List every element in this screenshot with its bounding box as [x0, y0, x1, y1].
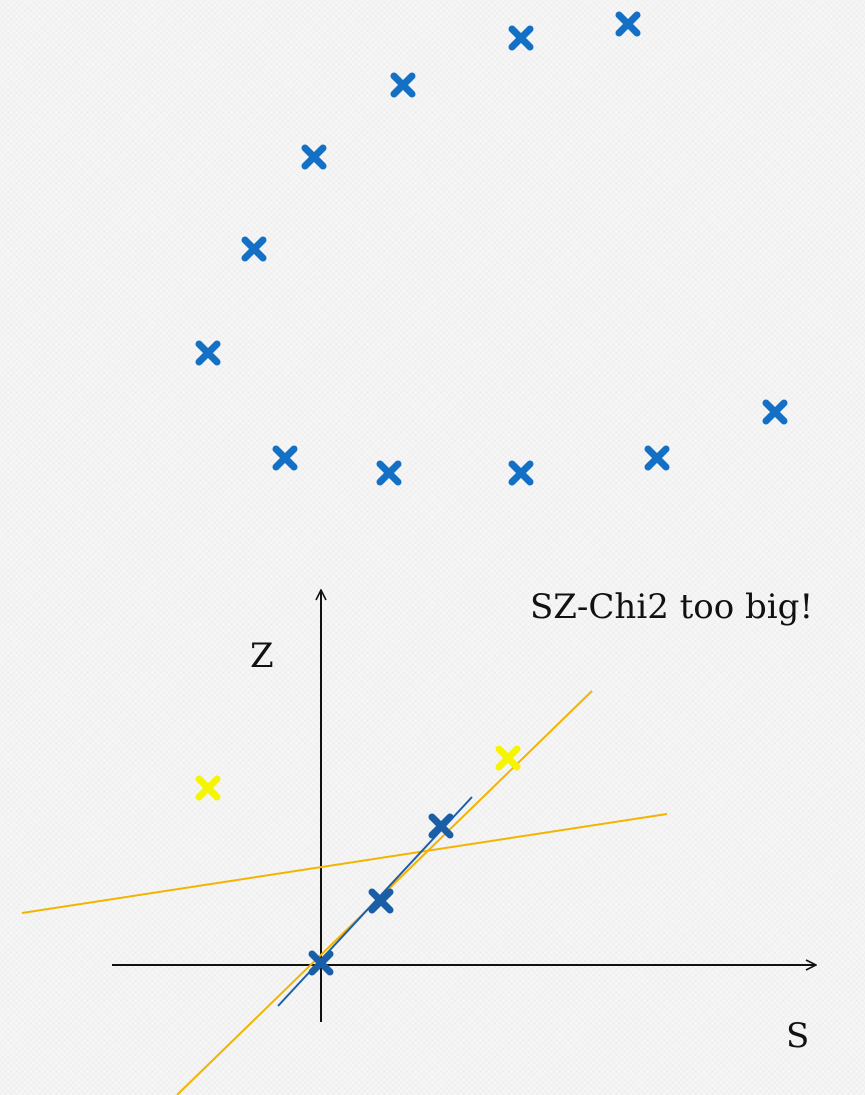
hit-marker	[376, 460, 402, 486]
fit-line-shallow	[21, 813, 668, 914]
hit-marker	[390, 72, 416, 98]
fitted-hit-marker	[428, 813, 454, 839]
hit-marker	[195, 340, 221, 366]
hit-marker	[508, 460, 534, 486]
s-axis-label: S	[786, 1016, 809, 1056]
hit-marker	[301, 144, 327, 170]
chi2-annotation: SZ-Chi2 too big!	[530, 587, 813, 627]
hit-marker	[508, 25, 534, 51]
hit-marker	[241, 236, 267, 262]
outlier-hit-marker	[495, 745, 521, 771]
fitted-hit-marker	[308, 950, 334, 976]
hit-marker	[762, 399, 788, 425]
outlier-hit-marker	[195, 775, 221, 801]
sz-plane-panel: Z S	[21, 590, 816, 1095]
hit-marker	[644, 445, 670, 471]
fitted-hit-marker	[368, 888, 394, 914]
hit-marker	[272, 445, 298, 471]
hit-pattern-panel	[195, 11, 788, 486]
z-axis-label: Z	[250, 636, 274, 676]
hit-marker	[615, 11, 641, 37]
